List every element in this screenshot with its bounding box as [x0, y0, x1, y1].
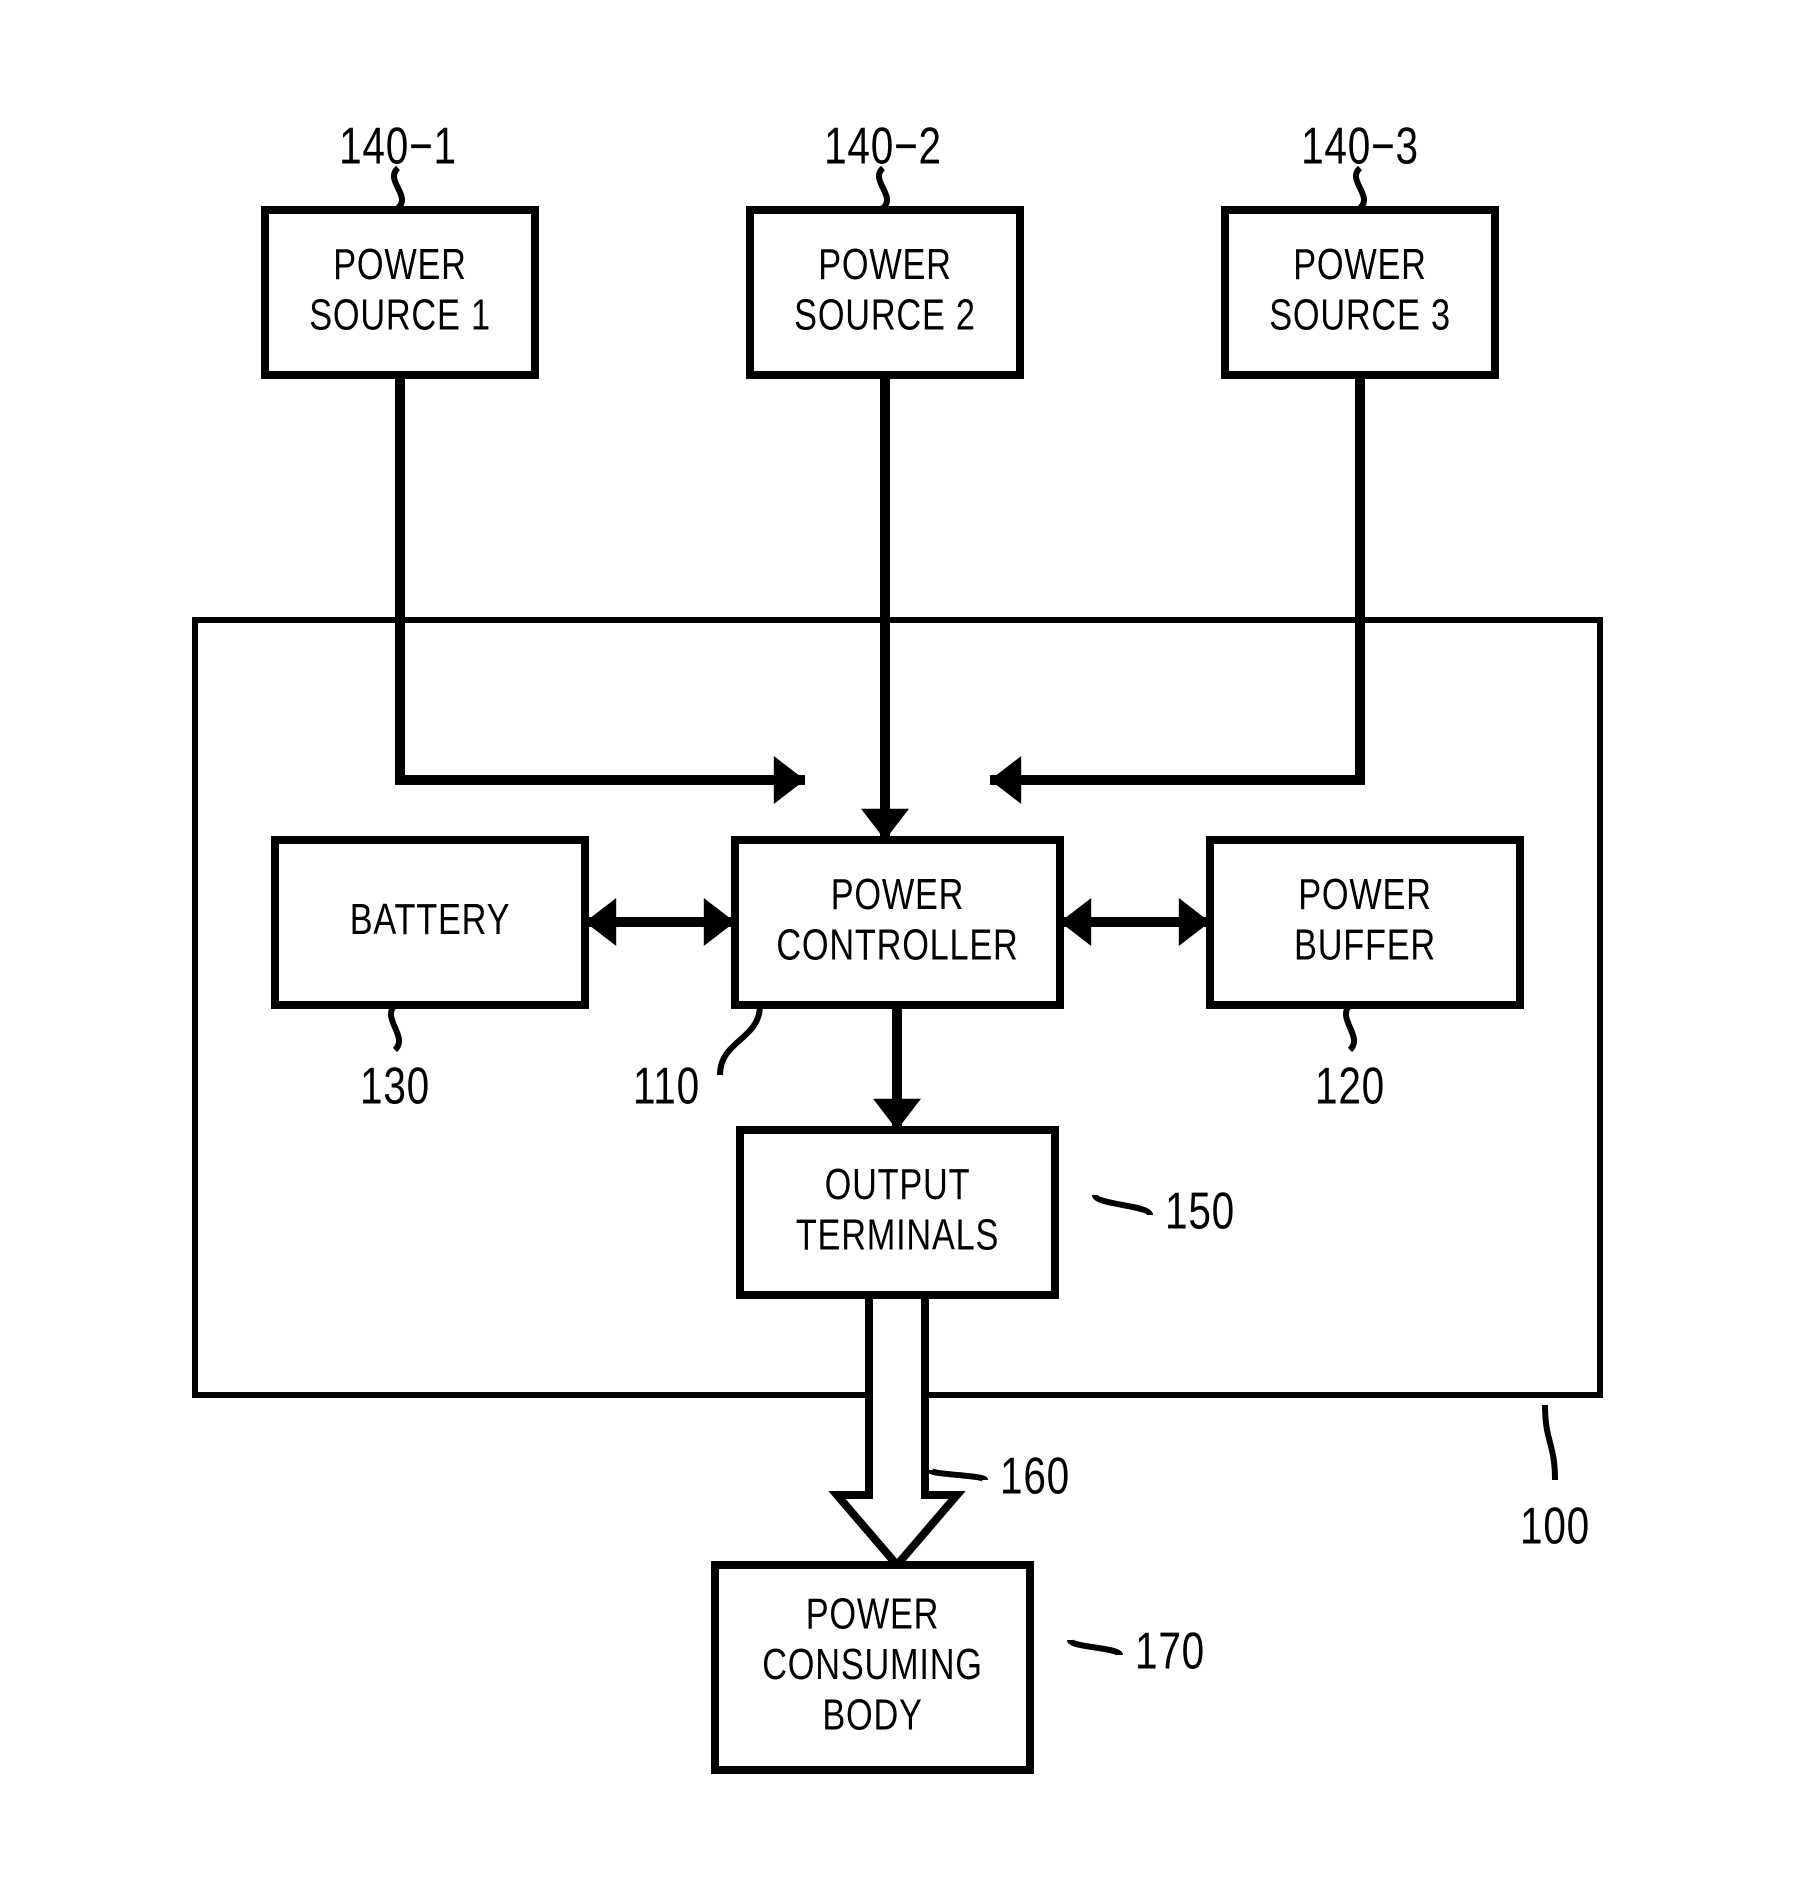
- cons-label: CONSUMING: [762, 1640, 982, 1689]
- ref-out: 150: [1165, 1182, 1235, 1240]
- ctrl-label: POWER: [831, 870, 964, 919]
- ref-ps1: 140−1: [339, 117, 457, 175]
- bat-label: BATTERY: [350, 895, 510, 944]
- ref-ps2: 140−2: [824, 117, 942, 175]
- ref-buf: 120: [1315, 1057, 1385, 1115]
- ps2-label: SOURCE 2: [794, 290, 976, 339]
- ref-tick: [1545, 1405, 1555, 1480]
- ctrl-label: CONTROLLER: [776, 920, 1018, 969]
- ref-tick: [930, 1470, 985, 1480]
- ref-cons: 170: [1135, 1622, 1205, 1680]
- ps3-label: SOURCE 3: [1269, 290, 1451, 339]
- ref-ctrl: 110: [633, 1057, 700, 1115]
- buf-label: BUFFER: [1294, 920, 1436, 969]
- ps2-label: POWER: [818, 240, 951, 289]
- cons-label: POWER: [806, 1589, 939, 1638]
- cons-label: BODY: [822, 1691, 922, 1740]
- ref-bat: 130: [360, 1057, 430, 1115]
- ps1-label: POWER: [333, 240, 466, 289]
- ref-ps3: 140−3: [1301, 117, 1419, 175]
- ref-tick: [1070, 1640, 1120, 1655]
- out-label: TERMINALS: [796, 1210, 999, 1259]
- ref-arrow: 160: [1000, 1447, 1070, 1505]
- ps3-label: POWER: [1293, 240, 1426, 289]
- ps1-label: SOURCE 1: [309, 290, 491, 339]
- buf-label: POWER: [1298, 870, 1431, 919]
- ref-sys: 100: [1520, 1497, 1590, 1555]
- out-label: OUTPUT: [825, 1160, 971, 1209]
